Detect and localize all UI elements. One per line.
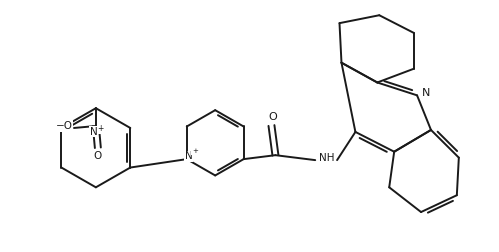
- Text: O: O: [268, 112, 277, 122]
- Text: N: N: [185, 151, 193, 161]
- Text: N: N: [90, 127, 98, 137]
- Text: N: N: [422, 88, 430, 98]
- Text: NH: NH: [319, 153, 335, 163]
- Text: −O: −O: [55, 121, 72, 131]
- Text: +: +: [192, 148, 198, 154]
- Text: O: O: [94, 151, 102, 161]
- Text: +: +: [98, 124, 104, 134]
